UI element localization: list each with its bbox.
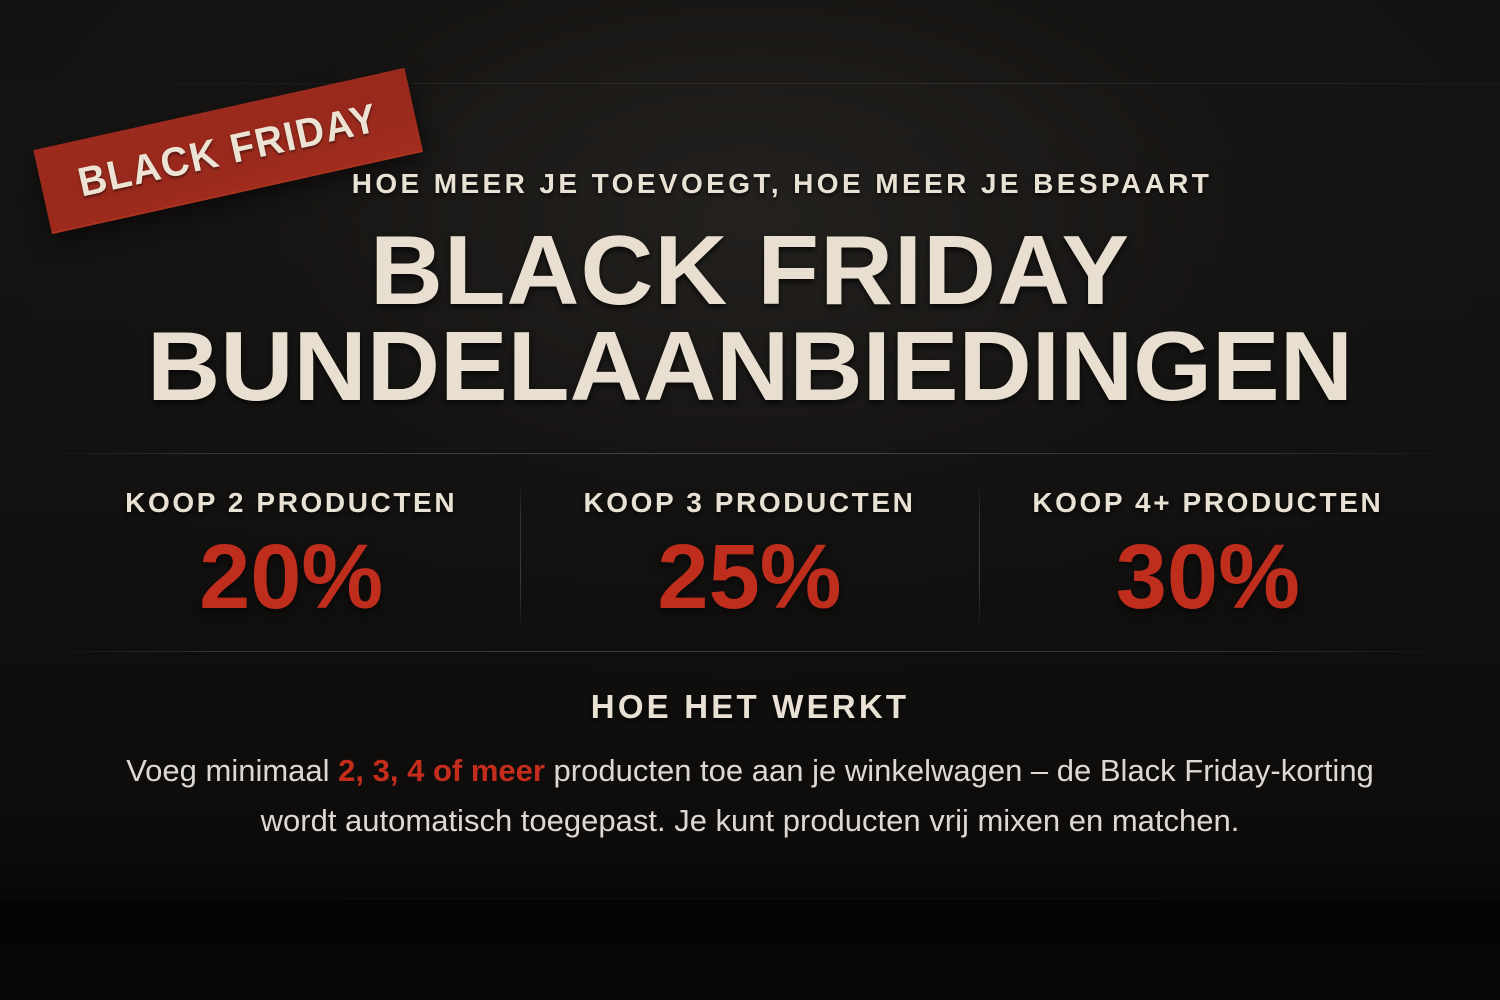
tier-buy-4-plus: KOOP 4+ PRODUCTEN 30% bbox=[978, 470, 1437, 640]
tier-buy-3: KOOP 3 PRODUCTEN 25% bbox=[520, 470, 978, 640]
how-body-highlight: 2, 3, 4 of meer bbox=[338, 753, 545, 788]
how-body-text-before: Voeg minimaal bbox=[126, 753, 339, 788]
tier-label: KOOP 3 PRODUCTEN bbox=[583, 487, 916, 518]
top-seam-divider bbox=[0, 83, 1500, 84]
headline-line-2: BUNDELAANBIEDINGEN bbox=[147, 311, 1353, 421]
tier-label: KOOP 4+ PRODUCTEN bbox=[1032, 487, 1384, 518]
discount-tiers: KOOP 2 PRODUCTEN 20% KOOP 3 PRODUCTEN 25… bbox=[62, 470, 1437, 640]
eyebrow-text: HOE MEER JE TOEVOEGT, HOE MEER JE BESPAA… bbox=[351, 168, 1213, 199]
tiers-top-divider bbox=[62, 453, 1437, 454]
tier-discount-value: 20% bbox=[199, 526, 384, 628]
tier-discount-value: 30% bbox=[1115, 526, 1300, 628]
tier-buy-2: KOOP 2 PRODUCTEN 20% bbox=[62, 470, 520, 640]
tier-discount-value: 25% bbox=[657, 526, 842, 628]
bottom-seam-divider bbox=[0, 898, 1500, 899]
black-friday-ribbon-badge: BLACK FRIDAY bbox=[33, 67, 423, 233]
how-it-works-body: Voeg minimaal 2, 3, 4 of meer producten … bbox=[120, 746, 1380, 846]
how-body-text-after: producten toe aan je winkelwagen – de Bl… bbox=[260, 753, 1374, 839]
how-it-works-title: HOE HET WERKT bbox=[590, 688, 910, 725]
tiers-bottom-divider bbox=[62, 651, 1437, 652]
headline-line-1: BLACK FRIDAY bbox=[369, 215, 1131, 325]
tier-label: KOOP 2 PRODUCTEN bbox=[125, 487, 458, 518]
